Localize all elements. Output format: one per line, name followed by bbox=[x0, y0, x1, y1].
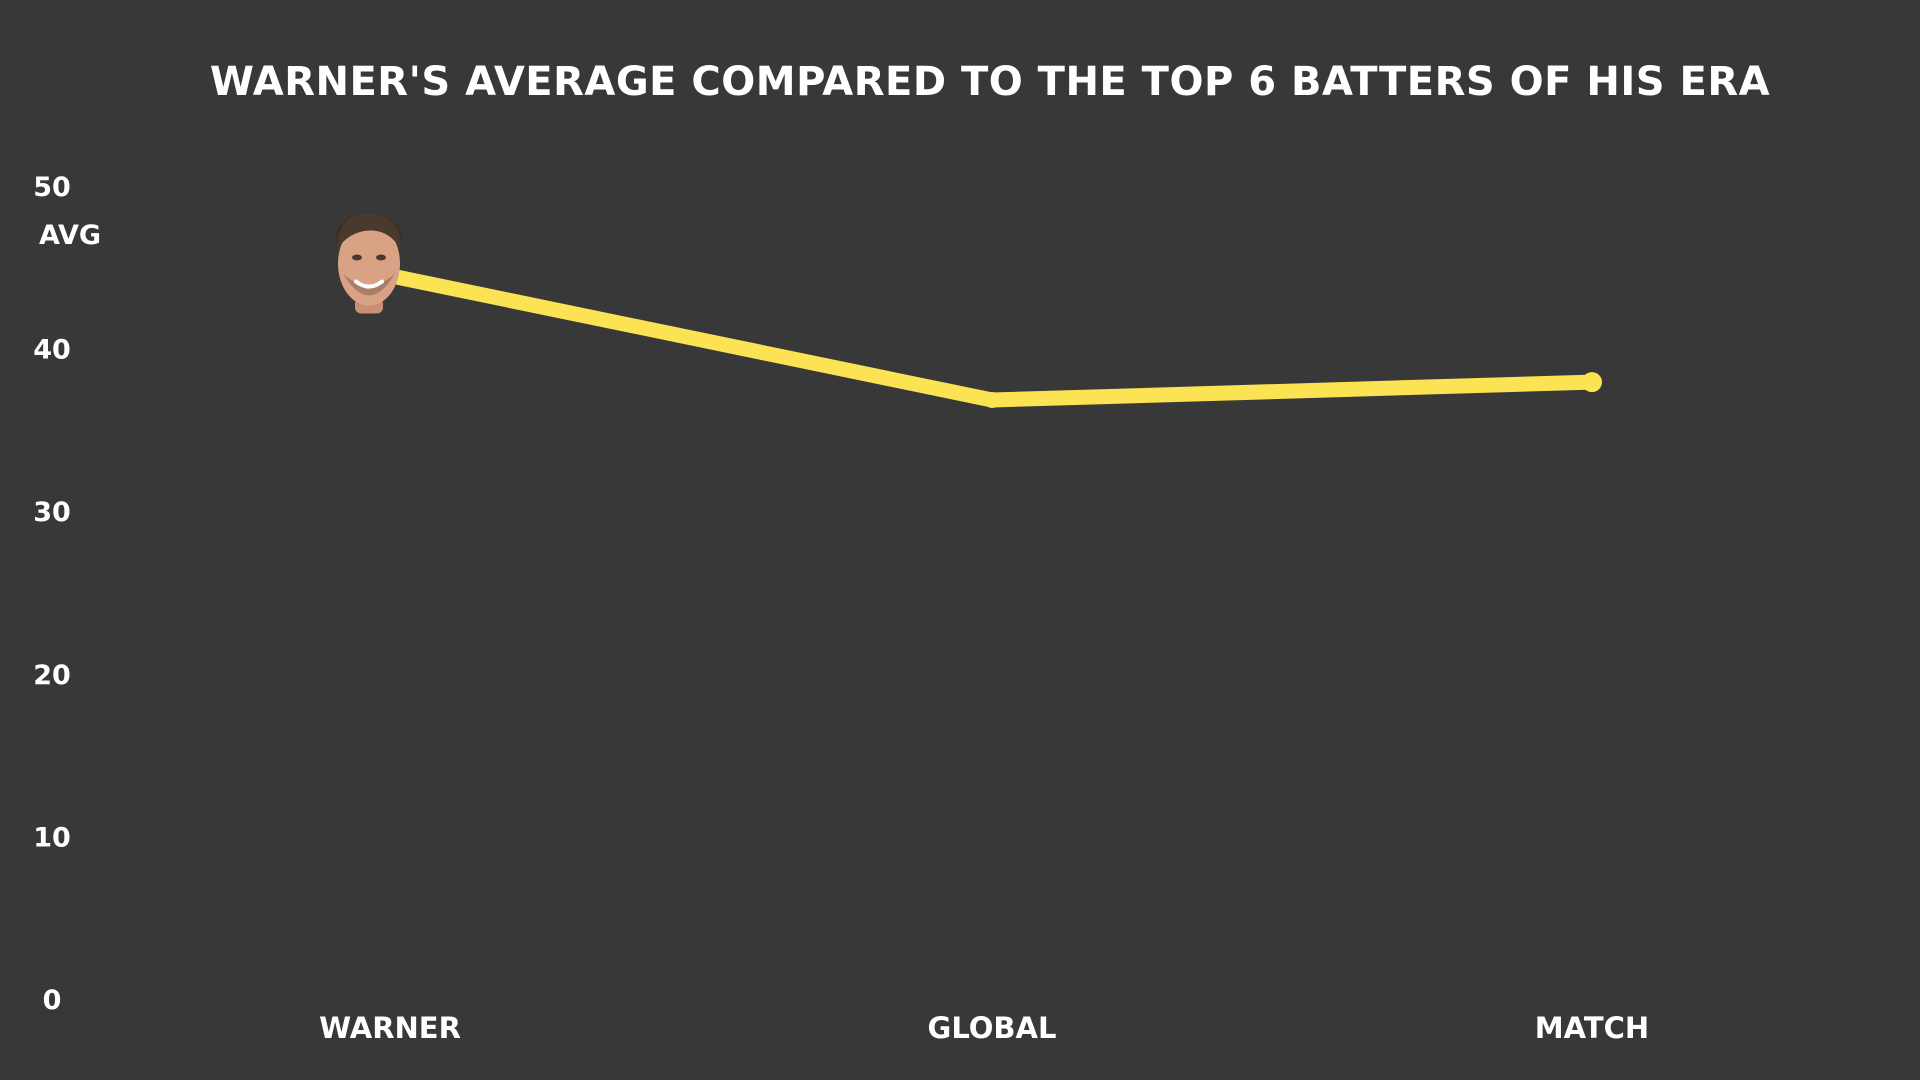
data-point bbox=[984, 392, 1000, 409]
series-line bbox=[362, 264, 1600, 408]
x-category-label: MATCH bbox=[1535, 1011, 1649, 1045]
y-axis-label: AVG bbox=[39, 220, 101, 251]
series-group bbox=[336, 213, 1602, 409]
y-tick-label: 20 bbox=[33, 660, 71, 691]
player-face-icon bbox=[336, 213, 402, 314]
chart-title: WARNER'S AVERAGE COMPARED TO THE TOP 6 B… bbox=[210, 59, 1770, 105]
x-axis-categories: WARNER GLOBAL MATCH bbox=[319, 1011, 1649, 1045]
x-category-label: WARNER bbox=[319, 1011, 461, 1045]
y-tick-label: 10 bbox=[33, 822, 71, 853]
y-tick-label: 30 bbox=[33, 497, 71, 528]
data-point bbox=[1582, 372, 1602, 393]
x-category-label: GLOBAL bbox=[928, 1011, 1057, 1045]
y-tick-label: 50 bbox=[33, 172, 71, 203]
y-tick-label: 0 bbox=[43, 985, 62, 1016]
y-axis-ticks: 0 10 20 30 40 50 bbox=[33, 172, 71, 1016]
y-tick-label: 40 bbox=[33, 335, 71, 366]
